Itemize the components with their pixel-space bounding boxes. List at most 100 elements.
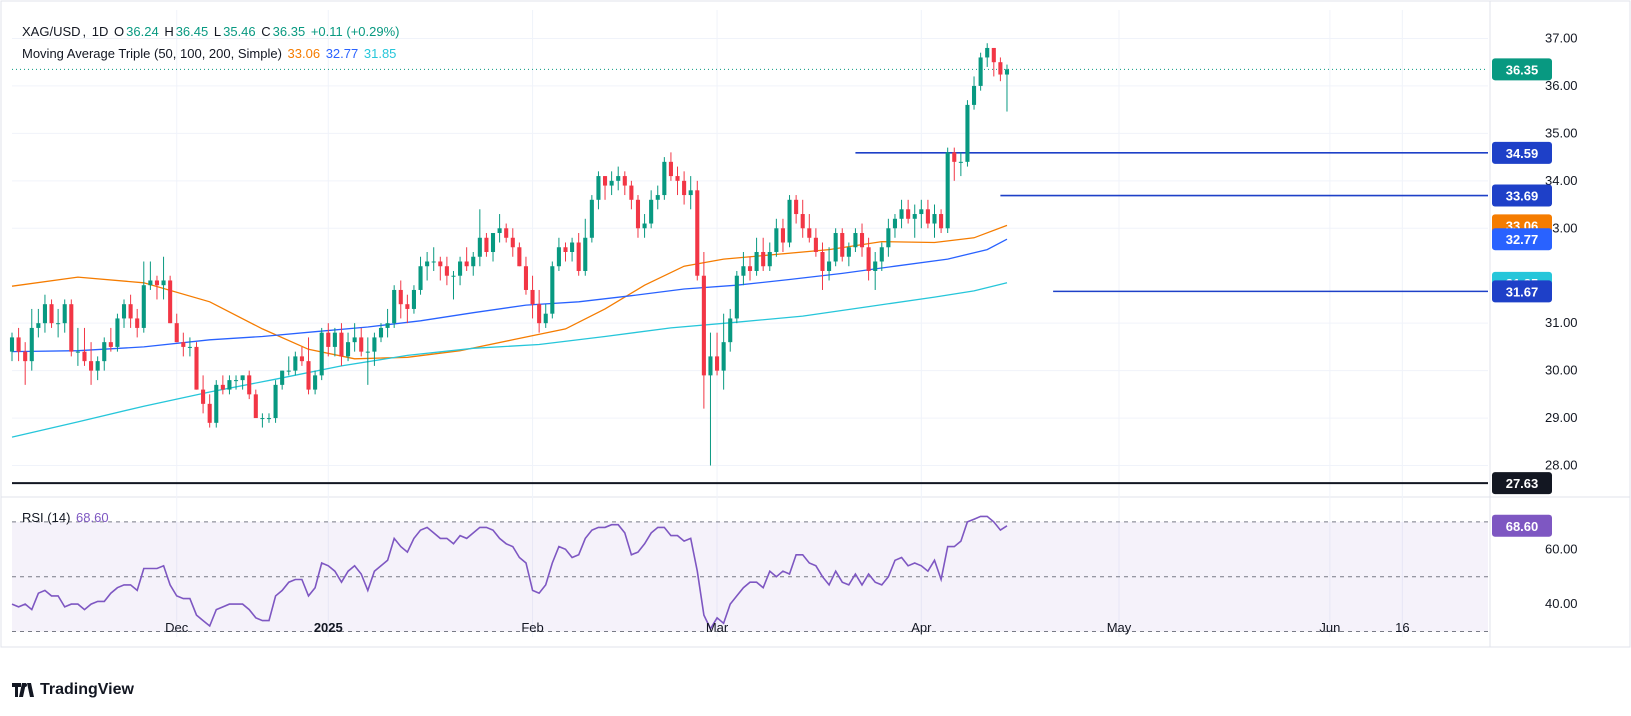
price-label-badge bbox=[1492, 228, 1552, 251]
candle-body bbox=[833, 233, 838, 262]
candle-body bbox=[820, 252, 825, 271]
time-tick-label: Jun bbox=[1319, 620, 1340, 635]
candle-body bbox=[892, 218, 898, 229]
candle-body bbox=[181, 342, 186, 347]
candle-body bbox=[622, 176, 627, 186]
candle-body bbox=[662, 161, 667, 196]
tradingview-logo[interactable]: TradingView bbox=[12, 681, 134, 699]
time-tick-label: 2025 bbox=[314, 620, 343, 635]
candle-body bbox=[273, 384, 278, 419]
candle-body bbox=[187, 346, 192, 348]
time-tick-label: May bbox=[1107, 620, 1132, 635]
price-label-text: 33.69 bbox=[1506, 189, 1539, 204]
candle-body bbox=[879, 247, 884, 262]
rsi-value-badge bbox=[1492, 514, 1552, 537]
high-value: 36.45 bbox=[175, 24, 209, 39]
price-label-badge bbox=[1492, 58, 1552, 81]
candle-body bbox=[194, 346, 199, 390]
candle-body bbox=[695, 190, 700, 276]
price-axis: 37.00 36.00 35.00 34.00 33.00 31.00 30.00 29.00… bbox=[1545, 30, 1578, 472]
interval-label[interactable]: 1D bbox=[91, 24, 109, 39]
candle-body bbox=[108, 342, 113, 347]
candle-body bbox=[378, 327, 384, 338]
candle-body bbox=[352, 337, 357, 343]
candle-body bbox=[649, 199, 654, 224]
candle-body bbox=[747, 266, 753, 271]
ma-legend[interactable]: Moving Average Triple (50, 100, 200, Sim… bbox=[22, 46, 398, 61]
price-tick-label: 29.00 bbox=[1545, 410, 1578, 425]
candle-body bbox=[484, 237, 489, 252]
candle-body bbox=[148, 280, 153, 286]
candle-body bbox=[154, 280, 160, 286]
candle-body bbox=[451, 275, 456, 277]
rsi-value-badge-text: 68.60 bbox=[1506, 519, 1539, 534]
time-tick-label: Apr bbox=[911, 620, 932, 635]
rsi-legend-label: RSI (14) bbox=[22, 510, 71, 525]
candle-body bbox=[550, 266, 555, 314]
candle-body bbox=[471, 256, 476, 267]
candle-body bbox=[576, 242, 581, 271]
price-label-badge bbox=[1492, 280, 1552, 303]
ma100-value: 32.77 bbox=[325, 46, 359, 61]
candle-body bbox=[23, 351, 28, 362]
candle-body bbox=[464, 261, 469, 267]
candle-body bbox=[56, 323, 61, 325]
price-label-badge bbox=[1492, 184, 1552, 207]
ma-line-ma-200 bbox=[11, 282, 1008, 438]
low-value: 35.46 bbox=[223, 24, 256, 39]
price-tick-label: 28.00 bbox=[1545, 458, 1578, 473]
tradingview-logo-icon bbox=[12, 683, 34, 697]
candle-body bbox=[971, 85, 977, 105]
candle-body bbox=[596, 176, 601, 200]
candle-body bbox=[313, 375, 318, 390]
rsi-legend-value: 68.60 bbox=[76, 510, 109, 525]
candle-body bbox=[609, 180, 614, 186]
candle-body bbox=[635, 199, 641, 229]
price-label-text: 31.67 bbox=[1506, 284, 1539, 299]
price-label-text: 36.35 bbox=[1506, 62, 1539, 77]
candle-body bbox=[939, 214, 944, 229]
symbol-name[interactable]: XAG/USD bbox=[22, 24, 81, 39]
rsi-legend[interactable]: RSI (14) 68.60 bbox=[22, 510, 111, 525]
price-tick-label: 33.00 bbox=[1545, 220, 1578, 235]
candle-body bbox=[346, 342, 351, 357]
candle-body bbox=[998, 62, 1003, 75]
candle-body bbox=[906, 209, 911, 219]
candlestick-series bbox=[9, 43, 1010, 466]
candle-body bbox=[715, 356, 720, 371]
candle-body bbox=[115, 318, 120, 347]
moving-average-lines bbox=[11, 224, 1008, 438]
candle-body bbox=[846, 247, 851, 257]
candle-body bbox=[563, 247, 568, 252]
candle-body bbox=[418, 266, 423, 290]
candle-body bbox=[761, 252, 766, 267]
candle-body bbox=[734, 275, 739, 319]
candle-body bbox=[280, 370, 285, 385]
candle-body bbox=[945, 152, 950, 229]
candle-body bbox=[161, 280, 166, 286]
candle-body bbox=[754, 252, 759, 271]
candle-body bbox=[306, 361, 311, 390]
candle-body bbox=[405, 304, 410, 309]
low-label: L bbox=[213, 24, 222, 39]
change-value: +0.11 (+0.29%) bbox=[310, 24, 400, 39]
candle-body bbox=[787, 199, 792, 243]
candle-body bbox=[299, 356, 304, 362]
close-value: 36.35 bbox=[272, 24, 306, 39]
price-tick-label: 35.00 bbox=[1545, 125, 1578, 140]
rsi-tick-label: 40.00 bbox=[1545, 596, 1578, 611]
candle-body bbox=[102, 342, 107, 362]
candle-body bbox=[69, 304, 74, 352]
candle-body bbox=[780, 228, 785, 243]
candle-body bbox=[807, 228, 812, 238]
symbol-legend: XAG/USD, 1D O 36.24 H 36.45 L 35.46 C 36.35 … bbox=[22, 24, 400, 39]
candle-body bbox=[912, 214, 917, 219]
price-label-text: 34.59 bbox=[1506, 146, 1539, 161]
price-label-text: 32.77 bbox=[1506, 232, 1539, 247]
candle-body bbox=[642, 223, 647, 229]
candle-body bbox=[583, 237, 588, 271]
candle-body bbox=[365, 351, 370, 353]
candle-body bbox=[721, 342, 726, 371]
